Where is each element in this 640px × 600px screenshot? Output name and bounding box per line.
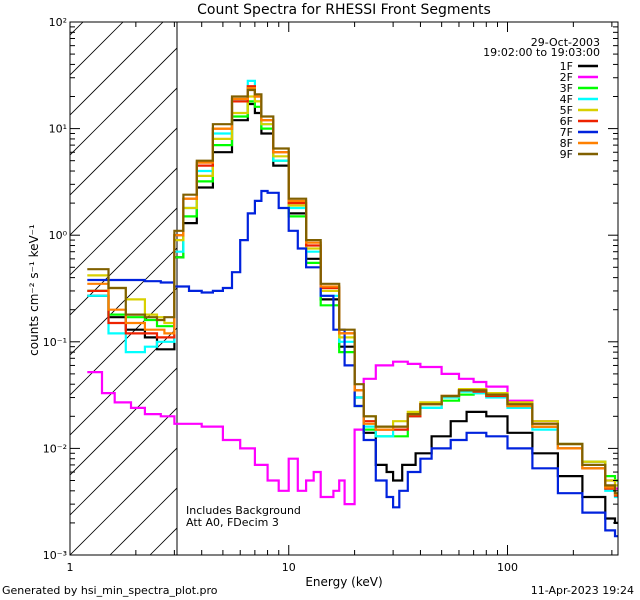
legend-label-5F: 5F xyxy=(560,104,573,117)
hatch-line xyxy=(630,0,640,555)
hatch-line xyxy=(230,0,640,555)
annotation-background: Includes Background xyxy=(186,504,301,517)
y-tick-label: 10⁻² xyxy=(43,442,67,455)
y-tick-label: 10⁻³ xyxy=(43,549,67,562)
legend-label-2F: 2F xyxy=(560,71,573,84)
hatch-line xyxy=(510,0,640,555)
hatch-line xyxy=(70,207,177,316)
excluded-energy-hatch xyxy=(0,0,640,555)
series-4F xyxy=(87,79,618,499)
y-axis-label: counts cm⁻² s⁻¹ keV⁻¹ xyxy=(27,224,41,356)
hatch-line xyxy=(70,447,177,555)
y-tick-label: 10² xyxy=(49,16,67,29)
series-7F xyxy=(87,189,618,538)
y-tick-label: 10⁰ xyxy=(49,229,68,242)
axis-ticks xyxy=(69,21,618,556)
hatch-line xyxy=(310,0,640,555)
hatch-line xyxy=(70,407,177,516)
legend-label-8F: 8F xyxy=(560,137,573,150)
x-tick-labels: 1 10 100 xyxy=(67,561,518,574)
hatch-line xyxy=(430,0,640,555)
hatch-line xyxy=(0,0,110,555)
hatch-line xyxy=(0,0,30,555)
legend-label-3F: 3F xyxy=(560,82,573,95)
plot-frame xyxy=(69,21,619,556)
hatch-line xyxy=(390,0,640,555)
hatch-line xyxy=(70,22,124,76)
x-tick-label: 10 xyxy=(282,561,296,574)
series-9F xyxy=(87,88,618,495)
y-tick-label: 10¹ xyxy=(49,123,67,136)
series-layer xyxy=(87,79,618,538)
series-6F xyxy=(87,85,618,497)
hatch-line xyxy=(270,0,640,555)
hatch-line xyxy=(70,47,177,156)
time-range-label: 19:02:00 to 19:03:00 xyxy=(483,46,600,59)
legend-label-6F: 6F xyxy=(560,115,573,128)
series-1F xyxy=(87,102,618,524)
date-label: 29-Oct-2003 xyxy=(531,36,600,49)
x-axis-label: Energy (keV) xyxy=(305,575,382,589)
footer-timestamp: 11-Apr-2023 19:24 xyxy=(530,584,634,597)
hatch-line xyxy=(70,247,177,356)
x-tick-label: 100 xyxy=(497,561,518,574)
legend-label-4F: 4F xyxy=(560,93,573,106)
y-tick-labels: 10⁻³ 10⁻² 10⁻¹ 10⁰ 10¹ 10² xyxy=(43,16,68,562)
legend-label-7F: 7F xyxy=(560,126,573,139)
chart-title: Count Spectra for RHESSI Front Segments xyxy=(197,2,491,18)
hatch-line xyxy=(70,167,177,276)
series-2F xyxy=(87,360,618,506)
footer-generated-by: Generated by hsi_min_spectra_plot.pro xyxy=(2,584,218,597)
hatch-line xyxy=(70,367,177,476)
hatch-line xyxy=(70,87,177,196)
x-tick-label: 1 xyxy=(67,561,74,574)
hatch-line xyxy=(70,22,164,116)
legend-label-9F: 9F xyxy=(560,148,573,161)
y-tick-label: 10⁻¹ xyxy=(43,336,67,349)
series-8F xyxy=(87,87,618,496)
annotation-attenuator: Att A0, FDecim 3 xyxy=(186,516,279,529)
legend-label-1F: 1F xyxy=(560,60,573,73)
hatch-line xyxy=(70,327,177,436)
